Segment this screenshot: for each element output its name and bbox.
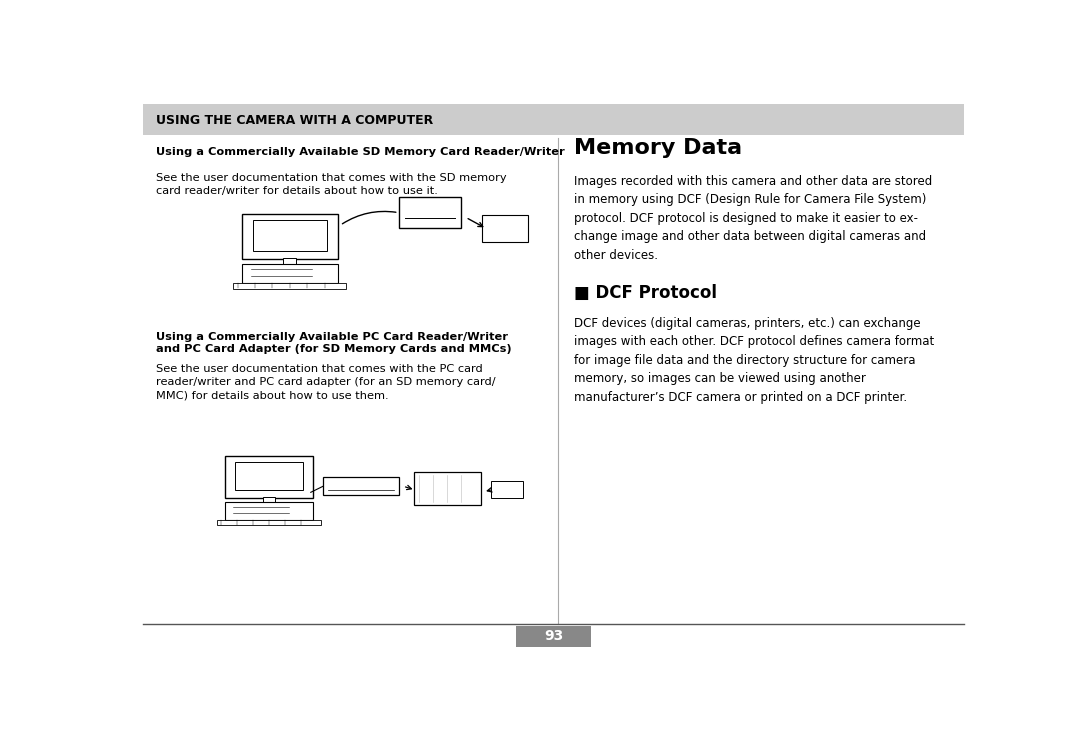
FancyBboxPatch shape <box>225 456 313 498</box>
FancyBboxPatch shape <box>253 220 327 251</box>
Text: USING THE CAMERA WITH A COMPUTER: USING THE CAMERA WITH A COMPUTER <box>156 114 433 127</box>
FancyBboxPatch shape <box>225 502 313 520</box>
FancyBboxPatch shape <box>283 258 296 264</box>
FancyBboxPatch shape <box>144 104 963 135</box>
Text: See the user documentation that comes with the SD memory
card reader/writer for : See the user documentation that comes wi… <box>156 173 507 196</box>
FancyBboxPatch shape <box>490 480 523 499</box>
Text: See the user documentation that comes with the PC card
reader/writer and PC card: See the user documentation that comes wi… <box>156 364 496 401</box>
FancyBboxPatch shape <box>242 214 338 259</box>
Text: Images recorded with this camera and other data are stored
in memory using DCF (: Images recorded with this camera and oth… <box>575 174 933 262</box>
FancyBboxPatch shape <box>242 264 338 283</box>
Text: Memory Data: Memory Data <box>575 138 743 158</box>
Text: Using a Commercially Available SD Memory Card Reader/Writer: Using a Commercially Available SD Memory… <box>156 147 565 157</box>
FancyBboxPatch shape <box>234 462 303 491</box>
FancyBboxPatch shape <box>233 283 347 289</box>
FancyBboxPatch shape <box>262 497 275 503</box>
FancyBboxPatch shape <box>399 197 461 228</box>
FancyBboxPatch shape <box>323 477 399 495</box>
FancyBboxPatch shape <box>516 626 591 647</box>
Text: 93: 93 <box>544 629 563 643</box>
Text: ■ DCF Protocol: ■ DCF Protocol <box>575 284 717 302</box>
Text: DCF devices (digital cameras, printers, etc.) can exchange
images with each othe: DCF devices (digital cameras, printers, … <box>575 317 934 404</box>
FancyBboxPatch shape <box>483 215 528 242</box>
Text: Using a Commercially Available PC Card Reader/Writer
and PC Card Adapter (for SD: Using a Commercially Available PC Card R… <box>156 332 512 354</box>
FancyBboxPatch shape <box>217 520 321 526</box>
FancyBboxPatch shape <box>414 472 481 505</box>
